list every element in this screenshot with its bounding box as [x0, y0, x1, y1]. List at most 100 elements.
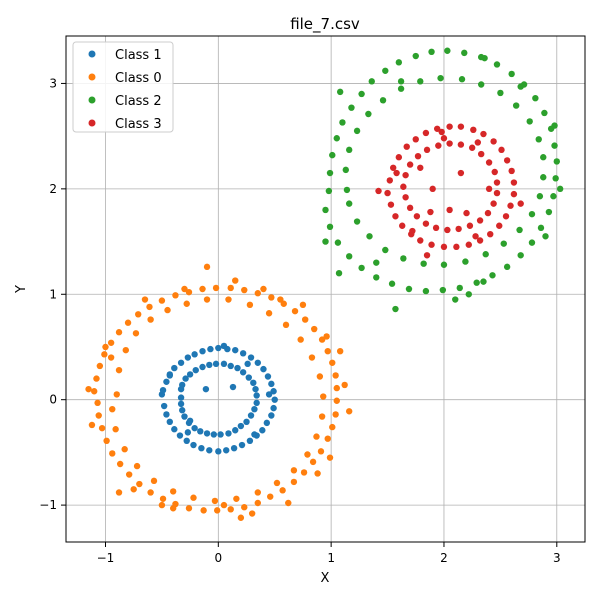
point-class-3: [446, 206, 453, 214]
point-class-3: [400, 183, 407, 190]
y-tick-label: 0: [49, 393, 57, 407]
point-class-2: [397, 85, 405, 92]
point-class-1: [185, 505, 193, 512]
point-class-3: [510, 179, 518, 186]
point-class-0: [220, 360, 228, 368]
point-class-0: [206, 447, 213, 454]
point-class-1: [291, 307, 299, 315]
point-class-2: [336, 88, 344, 96]
point-class-1: [211, 497, 219, 505]
point-class-1: [341, 381, 348, 389]
point-class-3: [403, 143, 410, 150]
point-class-3: [440, 243, 448, 251]
point-class-3: [507, 202, 514, 209]
legend-marker-3: [88, 119, 96, 127]
point-class-3: [508, 167, 515, 175]
point-class-2: [541, 109, 548, 117]
point-class-1: [318, 413, 326, 420]
point-class-1: [115, 366, 123, 374]
point-class-1: [132, 330, 140, 337]
point-class-2: [556, 185, 564, 193]
point-class-2: [322, 238, 329, 245]
point-class-1: [172, 292, 179, 299]
point-class-0: [239, 369, 247, 376]
point-class-2: [400, 255, 407, 262]
point-class-3: [480, 130, 487, 138]
point-class-2: [480, 278, 487, 285]
point-class-1: [150, 477, 158, 485]
point-class-2: [437, 74, 444, 82]
point-class-1: [141, 296, 149, 303]
point-class-1: [241, 504, 248, 511]
point-class-1: [329, 423, 336, 431]
point-class-1: [190, 494, 197, 501]
point-class-3: [485, 185, 493, 193]
point-class-1: [147, 489, 154, 496]
point-class-2: [345, 200, 353, 207]
point-class-1: [277, 296, 284, 303]
point-class-3: [457, 141, 465, 148]
point-class-1: [314, 470, 321, 477]
point-class-2: [392, 305, 399, 313]
point-class-2: [329, 151, 336, 159]
point-class-1: [254, 489, 262, 496]
point-class-0: [260, 365, 267, 373]
point-class-0: [244, 360, 251, 368]
point-class-1: [248, 510, 256, 517]
point-class-1: [203, 263, 211, 271]
point-class-1: [290, 478, 298, 486]
point-class-1: [311, 325, 318, 333]
x-tick-label: 0: [214, 551, 222, 565]
x-axis-label: X: [321, 571, 330, 586]
point-class-0: [171, 426, 178, 433]
point-class-1: [232, 277, 239, 284]
point-class-2: [345, 253, 353, 260]
point-class-0: [243, 418, 250, 426]
point-class-1: [332, 411, 339, 418]
point-class-3: [503, 157, 511, 164]
point-class-1: [323, 333, 330, 340]
point-class-3: [423, 252, 431, 259]
point-class-0: [203, 430, 211, 437]
point-class-1: [133, 462, 141, 470]
y-tick-label: −1: [39, 498, 57, 512]
point-class-2: [545, 208, 553, 216]
point-class-1: [316, 373, 324, 380]
point-class-2: [358, 90, 365, 98]
legend: Class 1 Class 0 Class 2 Class 3: [72, 41, 174, 133]
point-class-0: [268, 380, 275, 388]
point-class-3: [446, 123, 453, 130]
point-class-1: [116, 460, 124, 468]
point-class-3: [476, 217, 484, 224]
point-class-0: [271, 396, 278, 403]
point-class-2: [536, 193, 544, 200]
point-class-3: [493, 179, 501, 186]
point-class-3: [455, 225, 462, 233]
point-class-2: [322, 206, 329, 214]
point-class-1: [309, 458, 317, 466]
point-class-2: [353, 218, 361, 225]
point-class-0: [270, 388, 277, 395]
point-class-3: [468, 144, 476, 151]
point-class-2: [412, 52, 419, 60]
point-class-0: [247, 412, 255, 419]
point-class-1: [304, 451, 311, 458]
point-class-0: [263, 419, 271, 427]
point-class-2: [382, 246, 389, 254]
point-class-1: [227, 506, 234, 513]
point-class-2: [478, 81, 485, 88]
point-class-2: [551, 142, 558, 149]
point-class-3: [438, 128, 445, 136]
point-class-0: [264, 373, 272, 380]
plot-frame: [65, 35, 586, 543]
point-class-2: [325, 187, 333, 195]
point-class-1: [299, 301, 307, 309]
point-class-2: [540, 154, 547, 161]
point-class-3: [414, 152, 422, 160]
point-class-3: [457, 169, 465, 177]
point-class-3: [406, 204, 414, 212]
point-class-3: [446, 140, 453, 147]
x-tick-label: −1: [97, 551, 115, 565]
point-class-0: [215, 448, 222, 455]
